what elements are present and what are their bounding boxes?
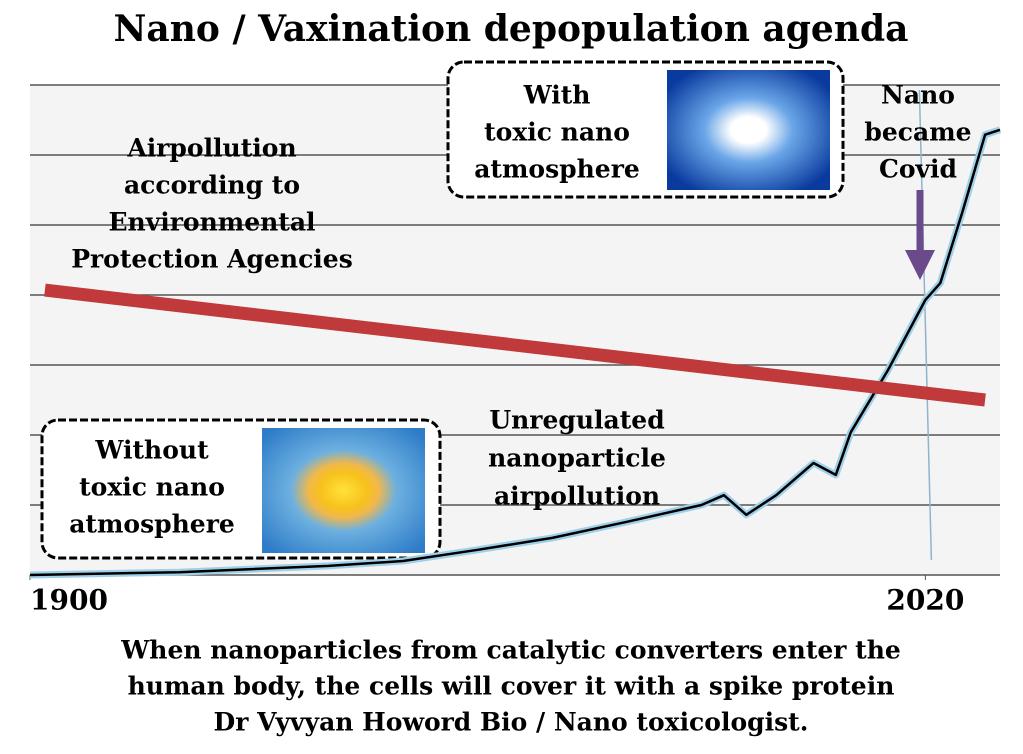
annotation: became [864, 118, 971, 147]
annotation: toxic nano [484, 118, 630, 147]
annotation: nanoparticle [488, 444, 666, 473]
annotation: Without [94, 436, 209, 465]
annotation: With [523, 81, 591, 110]
reference-line [918, 89, 933, 561]
annotation: Unregulated [489, 406, 664, 435]
sun-image [262, 428, 425, 553]
annotation: Covid [879, 155, 957, 184]
annotation: Environmental [108, 208, 315, 237]
sun-image [667, 70, 830, 190]
x-tick-label: 1900 [30, 584, 108, 617]
annotation: Airpollution [126, 134, 296, 163]
annotation: Protection Agencies [71, 245, 353, 274]
annotation: according to [124, 171, 300, 200]
annotation: airpollution [494, 482, 660, 511]
arrow-head [905, 250, 935, 280]
caption: Dr Vyvyan Howord Bio / Nano toxicologist… [214, 708, 809, 737]
series-line [29, 128, 1001, 577]
trend-line [44, 283, 986, 407]
texts: 1900 2020 Airpollution according to Environm… [30, 81, 972, 737]
annotation: toxic nano [79, 473, 225, 502]
marks [29, 89, 1002, 579]
annotation: Nano [881, 81, 955, 110]
caption: human body, the cells will cover it with… [128, 672, 895, 701]
chart-title: Nano / Vaxination depopulation agenda [114, 8, 909, 50]
caption: When nanoparticles from catalytic conver… [120, 636, 901, 665]
annotation: atmosphere [69, 510, 235, 539]
arrow [905, 190, 935, 280]
x-tick-label: 2020 [886, 584, 964, 617]
annotation: atmosphere [474, 155, 640, 184]
